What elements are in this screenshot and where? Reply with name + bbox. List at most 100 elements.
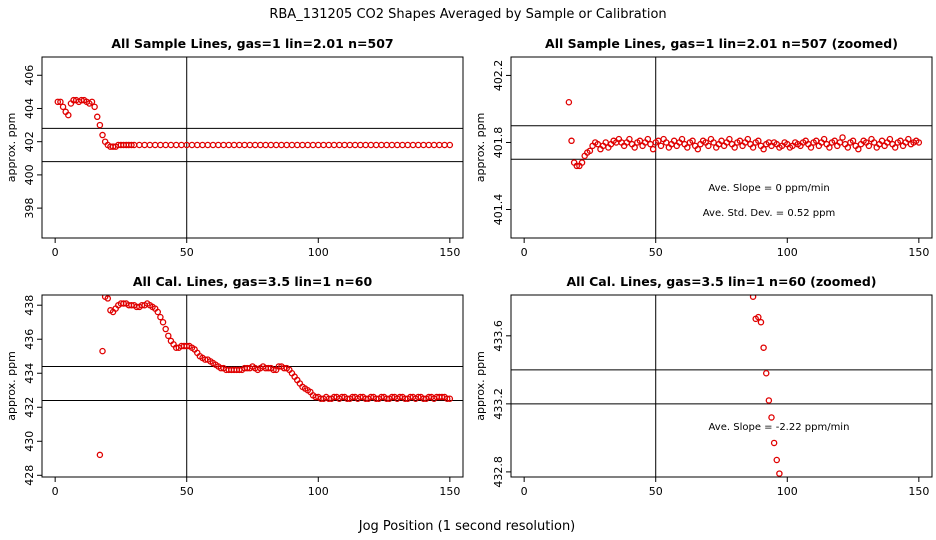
chart-panel-3: All Cal. Lines, gas=3.5 lin=1 n=60 0 50 100… (5, 274, 464, 498)
data-point (383, 141, 390, 149)
data-point (99, 347, 106, 355)
data-point (99, 131, 106, 139)
y-tick-label: 433.2 (492, 388, 505, 420)
data-point (257, 141, 264, 149)
plot-area (42, 57, 463, 238)
data-point (193, 141, 201, 149)
data-point (172, 141, 180, 149)
data-point (346, 141, 354, 149)
data-point (351, 141, 359, 149)
data-point (807, 144, 815, 151)
y-tick-label: 436 (23, 329, 36, 350)
y-tick-label: 438 (23, 295, 36, 316)
data-point (565, 99, 573, 106)
y-tick-label: 402.2 (492, 60, 505, 92)
data-point (388, 141, 396, 149)
data-point (760, 344, 767, 351)
y-axis-label: approx. ppm (474, 113, 487, 183)
data-point (272, 141, 280, 149)
data-point (568, 137, 575, 145)
data-point (849, 137, 857, 145)
data-point (336, 141, 343, 149)
data-point (409, 141, 417, 149)
y-tick-label: 401.4 (492, 194, 505, 226)
chart-panel-1: All Sample Lines, gas=1 lin=2.01 n=507 0 5… (5, 36, 464, 259)
x-tick-label: 0 (521, 485, 528, 498)
y-tick-label: 401.8 (492, 127, 505, 159)
data-point (96, 121, 104, 129)
chart-title: All Cal. Lines, gas=3.5 lin=1 n=60 (zoom… (567, 274, 877, 289)
data-point (749, 144, 757, 151)
data-point (309, 141, 317, 149)
data-point (236, 141, 243, 149)
data-point (760, 145, 767, 153)
plot-area (42, 295, 463, 477)
data-point (404, 141, 411, 149)
data-point (647, 140, 654, 148)
data-point (855, 145, 862, 153)
data-point (678, 135, 686, 143)
data-point (320, 141, 327, 149)
data-point (765, 397, 773, 404)
data-point (315, 141, 322, 149)
data-point (209, 141, 217, 149)
data-point (694, 145, 702, 153)
data-point (755, 313, 762, 321)
x-tick-label: 150 (439, 485, 460, 498)
data-point (631, 144, 638, 151)
chart-title: All Cal. Lines, gas=3.5 lin=1 n=60 (133, 274, 373, 289)
data-point (225, 141, 233, 149)
data-point (626, 135, 633, 143)
data-point (104, 295, 112, 302)
data-point (415, 141, 422, 149)
data-point (441, 141, 448, 149)
data-point (826, 144, 833, 151)
data-point (220, 141, 227, 149)
y-tick-label: 400 (23, 164, 36, 185)
data-point (420, 141, 427, 149)
y-axis-label: approx. ppm (5, 351, 18, 421)
y-tick-label: 402 (23, 131, 36, 152)
y-axis-label: approx. ppm (5, 113, 18, 183)
data-point (246, 141, 254, 149)
data-point (578, 159, 586, 166)
y-tick-label: 432 (23, 397, 36, 418)
data-point (278, 141, 285, 149)
data-point (357, 141, 364, 149)
plot-frame (510, 294, 933, 478)
chart-annotation: Ave. Std. Dev. = 0.52 ppm (703, 208, 835, 219)
data-point (731, 144, 738, 151)
x-tick-label: 150 (439, 246, 460, 259)
x-tick-label: 100 (308, 246, 329, 259)
x-tick-label: 150 (908, 246, 929, 259)
data-point (839, 134, 846, 141)
chart-annotation: Ave. Slope = 0 ppm/min (708, 183, 829, 194)
data-point (915, 139, 923, 146)
data-point (128, 141, 135, 149)
data-point (684, 144, 691, 151)
data-point (251, 141, 259, 149)
data-point (151, 141, 159, 149)
data-point (330, 141, 338, 149)
data-point (649, 145, 657, 153)
data-point (262, 141, 269, 149)
figure-x-axis-label: Jog Position (1 second resolution) (358, 519, 576, 534)
data-point (204, 141, 212, 149)
data-point (178, 141, 185, 149)
y-tick-label: 428 (23, 465, 36, 486)
data-point (644, 135, 652, 143)
data-point (905, 135, 912, 143)
data-point (446, 141, 454, 149)
data-point (59, 103, 67, 111)
data-point (241, 141, 248, 149)
figure-title: RBA_131205 CO2 Shapes Averaged by Sample… (269, 7, 666, 22)
data-point (215, 141, 222, 149)
data-point (744, 135, 752, 143)
data-point (886, 135, 894, 143)
x-tick-label: 100 (777, 246, 798, 259)
y-tick-label: 432.8 (492, 456, 505, 488)
chart-panel-4: All Cal. Lines, gas=3.5 lin=1 n=60 (zoom… (474, 274, 933, 498)
data-point (776, 470, 783, 477)
data-point (159, 318, 167, 326)
